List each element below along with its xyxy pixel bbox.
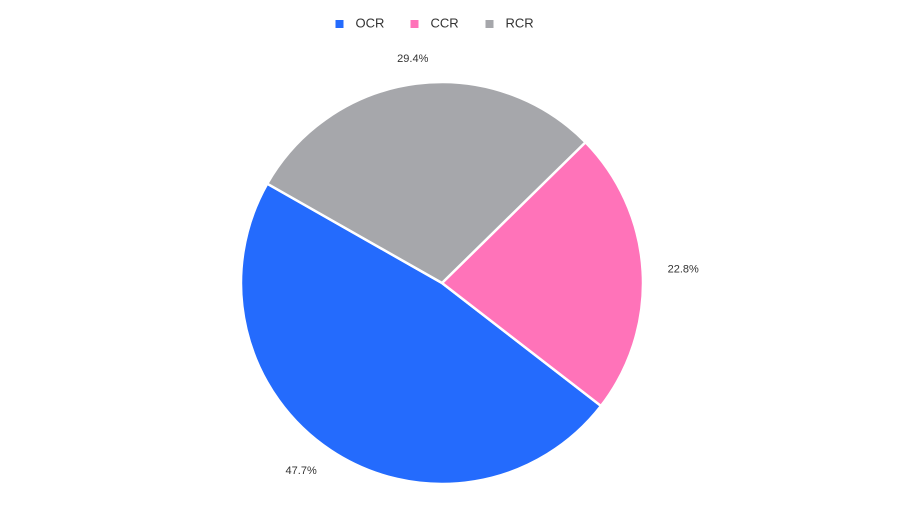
slice-label: 22.8%	[668, 264, 699, 276]
legend-swatch	[410, 20, 419, 28]
legend-label: OCR	[356, 15, 385, 30]
slice-label: 47.7%	[286, 465, 317, 477]
legend-label: RCR	[506, 15, 534, 30]
pie-slice	[239, 182, 603, 486]
legend-swatch	[485, 20, 494, 28]
pie-slice	[440, 140, 645, 408]
slice-label: 29.4%	[397, 53, 428, 65]
legend-swatch	[335, 20, 344, 28]
pie-slice	[265, 80, 588, 285]
legend-label: CCR	[431, 15, 459, 30]
